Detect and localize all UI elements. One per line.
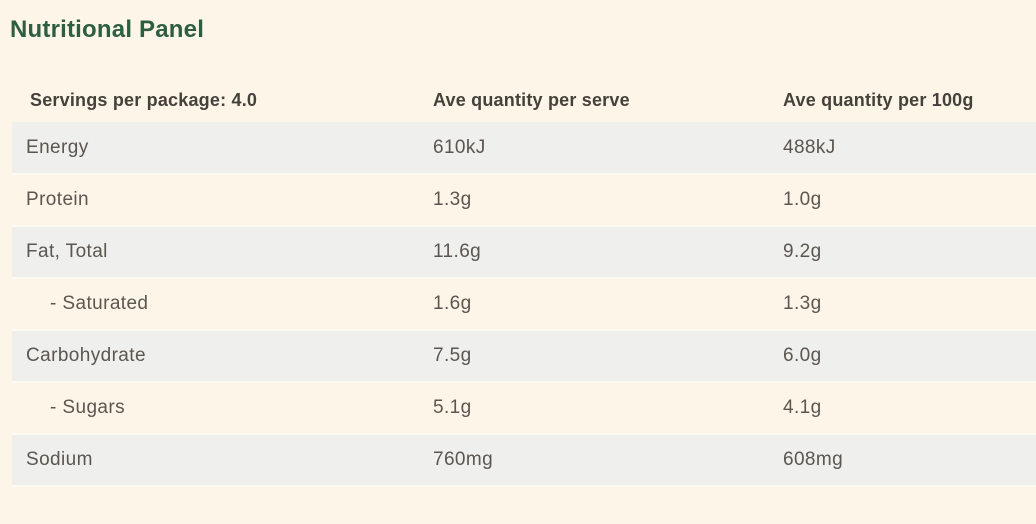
nutrient-cell: - Sugars bbox=[50, 397, 126, 418]
column-header-per-100g: Ave quantity per 100g bbox=[783, 89, 974, 110]
per-100g-cell: 608mg bbox=[783, 449, 844, 470]
per-serve-cell: 1.6g bbox=[433, 293, 472, 314]
per-100g-cell: 9.2g bbox=[783, 241, 822, 262]
table-row: Protein 1.3g 1.0g bbox=[12, 174, 1036, 226]
per-100g-cell: 4.1g bbox=[783, 397, 822, 418]
per-serve-cell: 5.1g bbox=[433, 397, 472, 418]
table-row: - Sugars 5.1g 4.1g bbox=[12, 382, 1036, 434]
per-100g-cell: 6.0g bbox=[783, 345, 822, 366]
nutrition-table: Servings per package: 4.0 Ave quantity p… bbox=[12, 78, 1036, 487]
per-serve-cell: 1.3g bbox=[433, 189, 472, 210]
table-row: Carbohydrate 7.5g 6.0g bbox=[12, 330, 1036, 382]
column-header-per-serve: Ave quantity per serve bbox=[433, 89, 630, 110]
table-row: - Saturated 1.6g 1.3g bbox=[12, 278, 1036, 330]
per-100g-cell: 1.0g bbox=[783, 189, 822, 210]
nutrient-cell: - Saturated bbox=[50, 293, 149, 314]
nutrient-cell: Carbohydrate bbox=[26, 345, 146, 366]
header-row: Servings per package: 4.0 Ave quantity p… bbox=[12, 78, 1036, 122]
nutrition-table-body: Energy 610kJ 488kJ Protein 1.3g 1.0g Fat… bbox=[12, 122, 1036, 486]
per-serve-cell: 760mg bbox=[433, 449, 494, 470]
nutrient-cell: Protein bbox=[26, 189, 90, 210]
nutrition-table-header: Servings per package: 4.0 Ave quantity p… bbox=[12, 78, 1036, 122]
nutrient-cell: Fat, Total bbox=[26, 241, 108, 262]
table-row: Sodium 760mg 608mg bbox=[12, 434, 1036, 486]
per-serve-cell: 7.5g bbox=[433, 345, 472, 366]
per-serve-cell: 610kJ bbox=[433, 136, 486, 158]
page-title: Nutritional Panel bbox=[10, 16, 205, 43]
nutrient-cell: Sodium bbox=[26, 449, 93, 470]
per-100g-cell: 1.3g bbox=[783, 293, 822, 314]
table-row: Energy 610kJ 488kJ bbox=[12, 122, 1036, 174]
nutrient-cell: Energy bbox=[26, 136, 89, 158]
per-serve-cell: 11.6g bbox=[433, 241, 482, 262]
table-row: Fat, Total 11.6g 9.2g bbox=[12, 226, 1036, 278]
per-100g-cell: 488kJ bbox=[783, 136, 836, 158]
column-header-servings: Servings per package: 4.0 bbox=[30, 89, 258, 110]
